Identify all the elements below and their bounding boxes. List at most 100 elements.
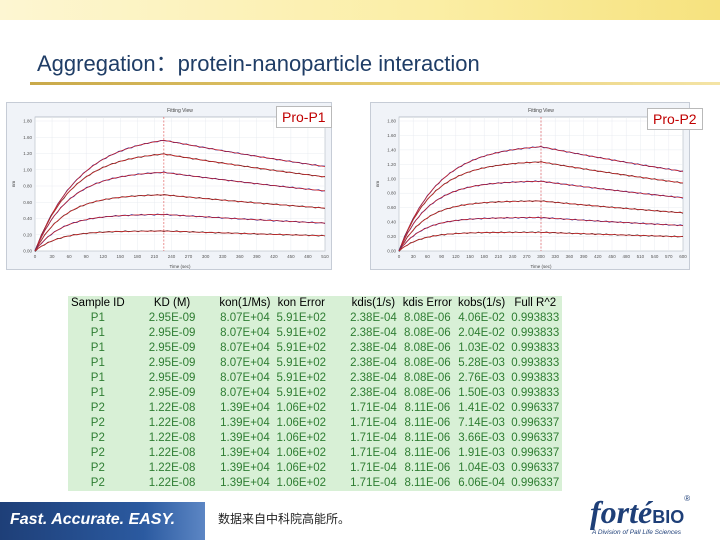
tagline: Fast. Accurate. EASY.	[10, 511, 176, 528]
cell-kd: 1.22E-08	[148, 462, 196, 474]
cell-kdis: 2.38E-04	[350, 387, 397, 399]
x-tick-label: 600	[679, 254, 687, 259]
cell-kd: 2.95E-09	[148, 342, 196, 354]
cell-sample-id: P1	[90, 342, 105, 354]
cell-sample-id: P1	[90, 387, 105, 399]
y-tick-label: 1.20	[387, 162, 396, 167]
cell-full-r2: 0.993833	[511, 387, 560, 399]
cell-kon-error: 1.06E+02	[276, 447, 327, 459]
cell-sample-id: P2	[90, 477, 105, 489]
x-tick-label: 480	[622, 254, 630, 259]
x-tick-label: 390	[580, 254, 588, 259]
x-tick-label: 150	[466, 254, 474, 259]
cell-sample-id: P2	[90, 402, 105, 414]
cell-sample-id: P1	[90, 327, 105, 339]
cell-kd: 1.22E-08	[148, 447, 196, 459]
table-row: P1 2.95E-09 8.07E+04 5.91E+02 2.38E-04 8.08E-…	[68, 326, 562, 341]
logo-suffix-text: BIO	[652, 507, 685, 527]
cell-full-r2: 0.996337	[511, 462, 560, 474]
cell-kd: 1.22E-08	[148, 417, 196, 429]
fit-curve	[34, 153, 326, 252]
x-tick-label: 90	[84, 254, 90, 259]
fit-curve	[398, 200, 684, 252]
logo-main-text: forté	[590, 494, 653, 530]
sensorgram-chart-p1: Fitting View Time (sec) nm 0 30 60 90 120 150 180…	[11, 108, 329, 269]
cell-kobs: 1.41E-02	[458, 402, 505, 414]
sensorgram-chart-p2: Fitting View Time (sec) nm 0 30 60 90 120 150 180…	[375, 108, 687, 269]
logo-registered-mark: ®	[684, 494, 691, 503]
plot-panel-p1: Fitting View Time (sec) nm 0 30 60 90 120 150 180…	[6, 102, 332, 270]
cell-kd: 1.22E-08	[148, 432, 196, 444]
cell-kon: 1.39E+04	[220, 447, 270, 459]
header-sample-id: Sample ID	[71, 297, 125, 309]
cell-full-r2: 0.993833	[511, 327, 560, 339]
fortebio-logo: fortéBIO ®	[590, 494, 690, 531]
cell-kdis: 1.71E-04	[350, 432, 397, 444]
x-tick-label: 60	[425, 254, 431, 259]
table-body: P1 2.95E-09 8.07E+04 5.91E+02 2.38E-04 8.08E-…	[68, 311, 562, 491]
fit-curve	[398, 217, 684, 252]
fit-curve	[398, 146, 684, 252]
x-tick-label: 90	[439, 254, 445, 259]
fit-curve	[34, 139, 326, 252]
x-tick-label: 480	[304, 254, 312, 259]
cell-kdis: 2.38E-04	[350, 342, 397, 354]
x-tick-label: 330	[219, 254, 227, 259]
y-tick-label: 1.80	[23, 119, 32, 124]
x-tick-label: 210	[151, 254, 159, 259]
fit-curve	[34, 214, 326, 252]
cell-kdis-error: 8.11E-06	[404, 477, 451, 489]
table-row: P2 1.22E-08 1.39E+04 1.06E+02 1.71E-04 8.11E-…	[68, 431, 562, 446]
slide-title: Aggregation：protein-nanoparticle interac…	[37, 51, 480, 76]
cell-kon: 8.07E+04	[220, 342, 270, 354]
x-tick-label: 360	[566, 254, 574, 259]
x-tick-label: 540	[651, 254, 659, 259]
cell-kobs: 2.76E-03	[458, 372, 505, 384]
cell-sample-id: P1	[90, 357, 105, 369]
cell-kdis-error: 8.08E-06	[404, 372, 451, 384]
cell-kd: 2.95E-09	[148, 357, 196, 369]
x-tick-label: 510	[321, 254, 329, 259]
cell-kd: 1.22E-08	[148, 402, 196, 414]
cell-kdis-error: 8.08E-06	[404, 387, 451, 399]
cell-kd: 2.95E-09	[148, 372, 196, 384]
plot-area	[34, 116, 326, 252]
logo-subtitle: A Division of Pall Life Sciences	[592, 529, 681, 536]
kinetics-table: Sample ID KD (M) kon(1/Ms) kon Error kdi…	[68, 296, 563, 491]
x-tick-label: 240	[509, 254, 517, 259]
y-tick-label: 0.00	[23, 249, 32, 254]
header-full-r2: Full R^2	[514, 297, 557, 309]
top-decor-band	[0, 0, 720, 20]
cell-kobs: 2.04E-02	[458, 327, 505, 339]
cell-sample-id: P2	[90, 447, 105, 459]
x-tick-label: 150	[117, 254, 125, 259]
cell-sample-id: P2	[90, 462, 105, 474]
x-tick-label: 270	[185, 254, 193, 259]
x-tick-label: 300	[202, 254, 210, 259]
cell-kdis-error: 8.11E-06	[404, 432, 451, 444]
cell-kon: 1.39E+04	[220, 477, 270, 489]
table-row: P1 2.95E-09 8.07E+04 5.91E+02 2.38E-04 8.08E-…	[68, 311, 562, 326]
source-note: 数据来自中科院高能所。	[218, 512, 351, 526]
panel-label-p1: Pro-P1	[276, 106, 332, 128]
y-tick-label: 1.80	[387, 119, 396, 124]
cell-sample-id: P1	[90, 312, 105, 324]
chart-header: Fitting View	[528, 108, 554, 114]
x-tick-label: 240	[168, 254, 176, 259]
cell-kobs: 1.03E-02	[458, 342, 505, 354]
table-row: P2 1.22E-08 1.39E+04 1.06E+02 1.71E-04 8.11E-…	[68, 461, 562, 476]
cell-kon: 8.07E+04	[220, 387, 270, 399]
cell-sample-id: P1	[90, 372, 105, 384]
y-tick-label: 0.20	[387, 234, 396, 239]
y-axis-label: nm	[11, 181, 16, 188]
cell-kon: 1.39E+04	[220, 402, 270, 414]
footer-band	[0, 502, 205, 540]
x-tick-label: 120	[99, 254, 107, 259]
x-tick-label: 0	[398, 254, 401, 259]
table-row: P1 2.95E-09 8.07E+04 5.91E+02 2.38E-04 8.08E-…	[68, 341, 562, 356]
header-kdis: kdis(1/s)	[351, 297, 396, 309]
y-tick-label: 1.60	[387, 133, 396, 138]
y-tick-label: 0.80	[23, 184, 32, 189]
y-tick-label: 0.20	[23, 232, 32, 237]
x-tick-label: 270	[523, 254, 531, 259]
